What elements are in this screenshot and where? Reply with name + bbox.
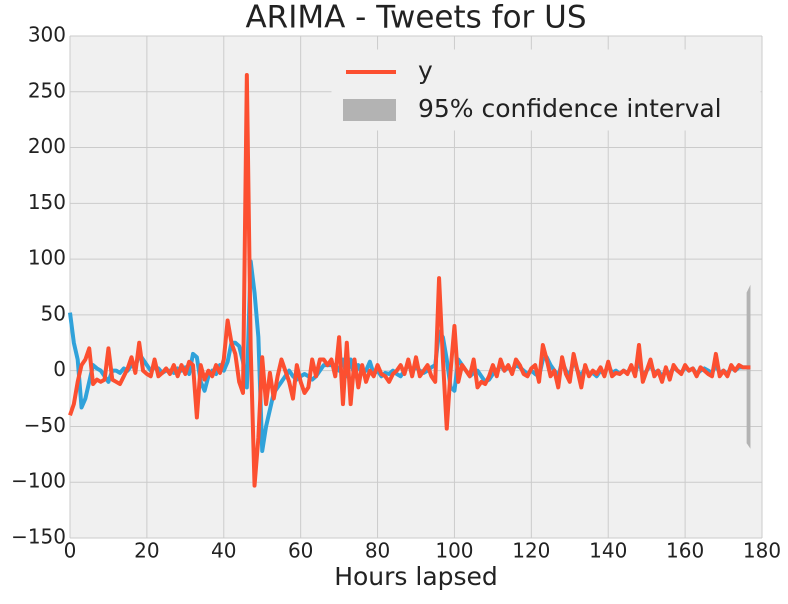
y-tick-label: 0 <box>53 357 66 381</box>
legend-box <box>331 49 761 131</box>
x-tick-label: 0 <box>64 539 77 563</box>
axes: −150 −100 −50 0 50 100 150 200 250 300 0 20 40 60 80 10… <box>11 23 781 563</box>
legend-label: y <box>418 56 433 85</box>
y-tick-label: 300 <box>28 23 66 47</box>
marks <box>68 73 751 488</box>
y-tick-label: −100 <box>11 469 66 493</box>
legend-label: 95% confidence interval <box>418 94 722 123</box>
x-tick-label: 140 <box>589 539 627 563</box>
legend-swatch <box>343 99 396 121</box>
y-tick-label: 250 <box>28 78 66 102</box>
y-tick-label: 50 <box>41 301 66 325</box>
y-tick-label: −50 <box>24 413 66 437</box>
x-tick-label: 100 <box>435 539 473 563</box>
y-tick-label: 150 <box>28 190 66 214</box>
y-tick-label: 200 <box>28 134 66 158</box>
x-tick-label: 120 <box>512 539 550 563</box>
x-tick-label: 160 <box>666 539 704 563</box>
x-axis-label: Hours lapsed <box>334 562 498 591</box>
legend: y 95% confidence interval <box>331 49 761 131</box>
x-tick-label: 180 <box>743 539 781 563</box>
x-tick-label: 60 <box>288 539 313 563</box>
x-tick-label: 40 <box>211 539 236 563</box>
series-line <box>68 73 751 488</box>
y-tick-label: −150 <box>11 525 66 549</box>
y-tick-label: 100 <box>28 246 66 270</box>
chart-title: ARIMA - Tweets for US <box>245 0 586 36</box>
x-tick-label: 80 <box>365 539 390 563</box>
x-tick-label: 20 <box>134 539 159 563</box>
grid <box>69 35 763 539</box>
